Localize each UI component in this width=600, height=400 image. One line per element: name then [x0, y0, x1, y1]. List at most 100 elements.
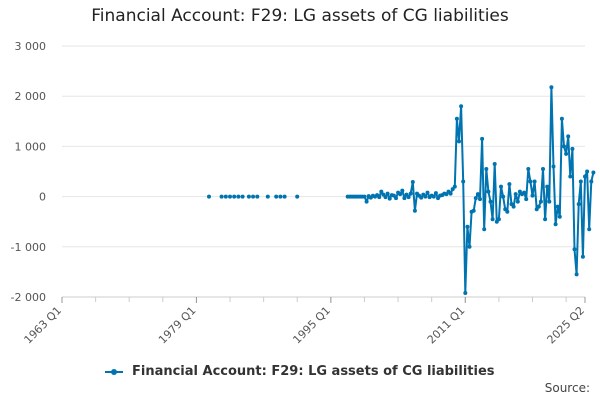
data-point[interactable]	[524, 197, 529, 202]
data-point[interactable]	[583, 174, 587, 179]
data-point[interactable]	[486, 189, 491, 194]
data-point[interactable]	[255, 194, 260, 199]
data-point[interactable]	[591, 170, 596, 175]
data-point[interactable]	[410, 180, 415, 184]
data-point[interactable]	[364, 199, 369, 204]
data-point[interactable]	[572, 247, 577, 252]
y-tick-label: 0	[39, 191, 46, 204]
data-point[interactable]	[473, 196, 478, 201]
data-point[interactable]	[545, 184, 550, 189]
data-point[interactable]	[580, 254, 585, 259]
data-point[interactable]	[251, 194, 256, 199]
data-point[interactable]	[246, 194, 251, 199]
data-point[interactable]	[465, 224, 470, 229]
data-point[interactable]	[568, 174, 573, 179]
data-point[interactable]	[459, 104, 464, 109]
data-point[interactable]	[557, 214, 562, 219]
data-point[interactable]	[511, 204, 516, 209]
data-point[interactable]	[480, 136, 485, 141]
data-point[interactable]	[471, 208, 476, 213]
data-point[interactable]	[578, 179, 583, 184]
data-point[interactable]	[549, 85, 554, 90]
data-point[interactable]	[553, 222, 558, 227]
data-point[interactable]	[522, 190, 527, 195]
data-point[interactable]	[467, 244, 472, 249]
data-point[interactable]	[496, 217, 501, 222]
data-point[interactable]	[295, 194, 300, 199]
data-point[interactable]	[501, 194, 506, 199]
data-point[interactable]	[475, 192, 480, 197]
data-point[interactable]	[566, 134, 571, 139]
data-point[interactable]	[564, 151, 569, 156]
data-point[interactable]	[461, 179, 466, 184]
data-point[interactable]	[406, 195, 411, 200]
data-point[interactable]	[559, 116, 564, 121]
data-point[interactable]	[515, 199, 520, 204]
data-point[interactable]	[433, 191, 438, 196]
data-point[interactable]	[402, 196, 407, 201]
data-point[interactable]	[530, 193, 535, 198]
data-point[interactable]	[377, 195, 382, 200]
data-point[interactable]	[362, 194, 367, 199]
data-point[interactable]	[431, 194, 436, 199]
data-point[interactable]	[490, 217, 495, 222]
data-point[interactable]	[585, 169, 590, 174]
data-point[interactable]	[541, 167, 545, 171]
data-point[interactable]	[454, 116, 459, 121]
data-point[interactable]	[513, 192, 518, 197]
data-point[interactable]	[423, 194, 428, 199]
data-point[interactable]	[387, 196, 392, 201]
data-point[interactable]	[412, 208, 417, 213]
data-point[interactable]	[228, 194, 232, 199]
data-point[interactable]	[457, 139, 461, 144]
data-point[interactable]	[484, 167, 489, 171]
data-point[interactable]	[282, 194, 287, 199]
data-point[interactable]	[385, 191, 390, 196]
data-point[interactable]	[463, 291, 468, 295]
data-point[interactable]	[555, 204, 560, 209]
data-point[interactable]	[274, 194, 279, 199]
data-point[interactable]	[532, 179, 537, 184]
data-point[interactable]	[499, 184, 503, 189]
legend-series-label: Financial Account: F29: LG assets of CG …	[131, 364, 495, 379]
data-point[interactable]	[488, 199, 493, 204]
data-point[interactable]	[452, 184, 457, 189]
data-point[interactable]	[240, 194, 245, 199]
data-point[interactable]	[576, 202, 581, 207]
data-point[interactable]	[547, 199, 552, 204]
data-point[interactable]	[398, 192, 403, 197]
data-point[interactable]	[419, 195, 424, 200]
data-point[interactable]	[482, 227, 487, 232]
data-point[interactable]	[207, 194, 211, 199]
data-point[interactable]	[425, 190, 430, 195]
data-point[interactable]	[408, 191, 413, 196]
data-point[interactable]	[543, 217, 548, 222]
data-point[interactable]	[562, 144, 566, 149]
legend[interactable]: Financial Account: F29: LG assets of CG …	[0, 364, 600, 379]
data-point[interactable]	[507, 182, 512, 187]
data-point[interactable]	[223, 194, 228, 199]
data-point[interactable]	[383, 195, 388, 200]
data-point[interactable]	[236, 194, 241, 199]
data-point[interactable]	[526, 167, 531, 171]
data-point[interactable]	[400, 188, 405, 193]
data-point[interactable]	[219, 194, 224, 199]
data-point[interactable]	[551, 164, 556, 169]
data-point[interactable]	[478, 197, 482, 202]
data-point[interactable]	[570, 146, 575, 151]
data-point[interactable]	[574, 272, 579, 277]
data-point[interactable]	[528, 179, 533, 184]
data-point[interactable]	[536, 204, 541, 209]
data-point[interactable]	[589, 179, 594, 184]
data-point[interactable]	[379, 189, 384, 194]
data-point[interactable]	[505, 209, 510, 214]
data-point[interactable]	[394, 196, 398, 201]
data-point[interactable]	[278, 194, 283, 199]
data-point[interactable]	[538, 199, 543, 204]
data-point[interactable]	[265, 194, 270, 199]
data-point[interactable]	[492, 162, 497, 166]
data-point[interactable]	[232, 194, 237, 199]
data-point[interactable]	[587, 227, 592, 232]
data-point[interactable]	[448, 191, 453, 196]
